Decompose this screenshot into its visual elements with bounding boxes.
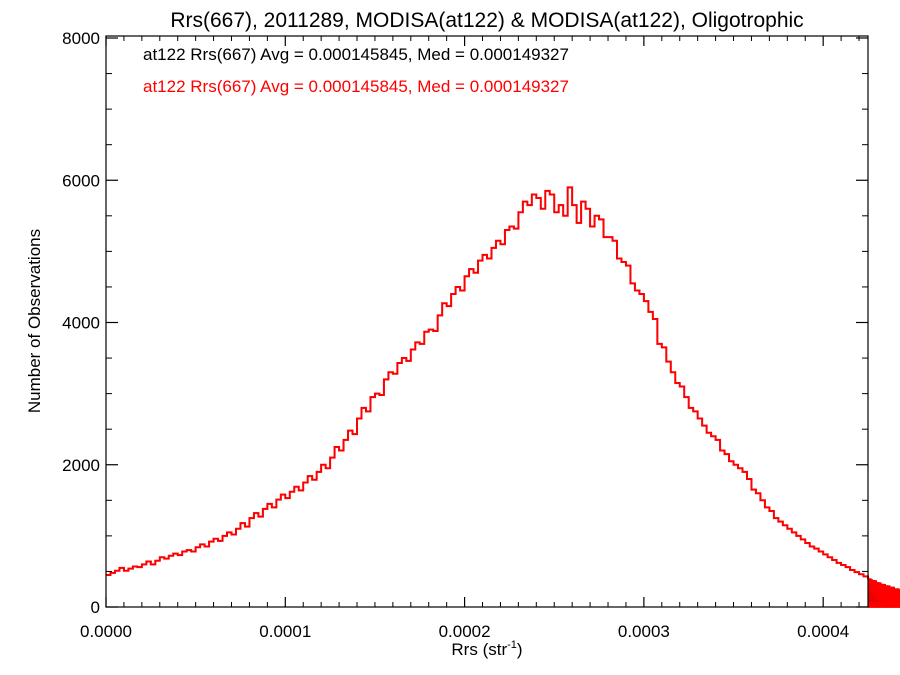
x-axis-label-sup: -1 <box>507 639 517 651</box>
y-tick-label: 0 <box>91 598 100 617</box>
legend-entry-red: at122 Rrs(667) Avg = 0.000145845, Med = … <box>143 77 569 96</box>
series-red-histogram <box>106 186 900 608</box>
x-tick-label: 0.0002 <box>439 622 491 641</box>
series-layer <box>106 186 900 608</box>
y-tick-label: 4000 <box>62 314 100 333</box>
x-tick-label: 0.0003 <box>618 622 670 641</box>
x-tick-label: 0.0000 <box>80 622 132 641</box>
x-axis-label-main: Rrs (str <box>451 640 507 659</box>
chart-title: Rrs(667), 2011289, MODISA(at122) & MODIS… <box>170 9 803 32</box>
x-axis-label-tail: ) <box>517 640 523 659</box>
y-tick-label: 2000 <box>62 456 100 475</box>
y-tick-label: 6000 <box>62 171 100 190</box>
plot-frame <box>105 35 869 608</box>
x-tick-label: 0.0001 <box>259 622 311 641</box>
x-axis: 0.0000 0.0001 0.0002 0.0003 0.0004 <box>80 36 860 641</box>
y-tick-label: 8000 <box>62 29 100 48</box>
y-axis-label: Number of Observations <box>25 229 44 413</box>
y-axis: 0 2000 4000 6000 8000 <box>62 29 868 617</box>
legend-entry-black: at122 Rrs(667) Avg = 0.000145845, Med = … <box>143 45 569 64</box>
x-axis-label: Rrs (str-1) <box>451 639 522 659</box>
x-tick-label: 0.0004 <box>797 622 849 641</box>
series-black-histogram <box>106 186 900 608</box>
